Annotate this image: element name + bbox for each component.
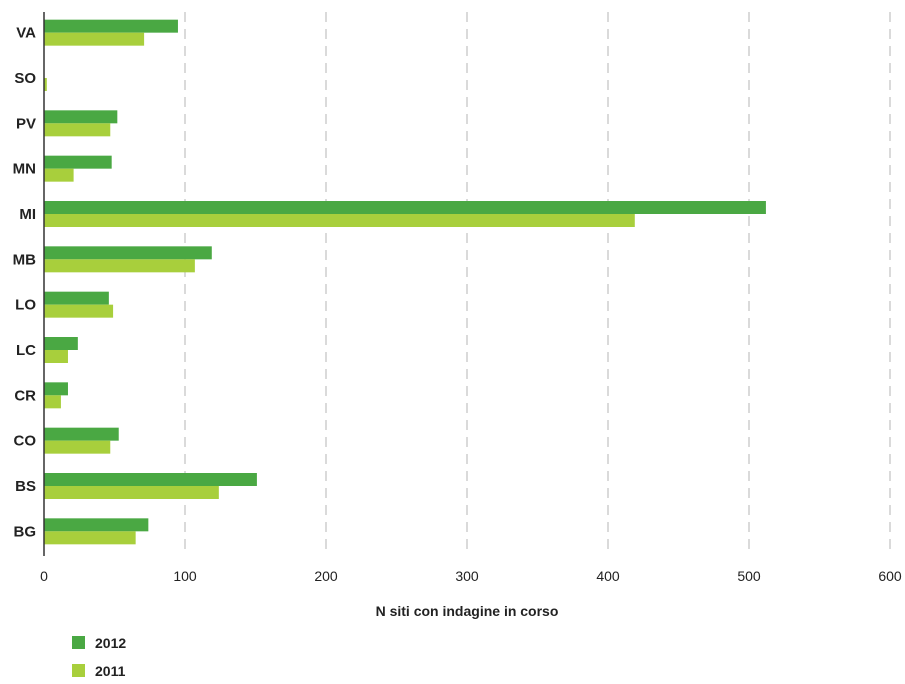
y-axis-categories: VA SO PV MN MI MB LO LC CR CO BS BG (13, 25, 37, 541)
category-label: BS (15, 478, 36, 495)
legend-swatch-2012 (72, 636, 85, 649)
x-tick-label: 200 (314, 568, 338, 584)
bar-2011-MN (44, 168, 74, 182)
bar-2012-PV (44, 110, 118, 124)
bar-2012-LC (44, 337, 78, 350)
legend: 2012 2011 (72, 635, 126, 679)
bar-2011-MI (44, 214, 635, 227)
bar-2012-CR (44, 382, 68, 396)
bar-2011-LO (44, 304, 114, 318)
legend-swatch-2011 (72, 664, 85, 677)
bar-2012-LO (44, 291, 109, 305)
bar-2011-LC (44, 350, 68, 363)
x-tick-label: 300 (455, 568, 479, 584)
category-label: MB (13, 251, 36, 268)
x-tick-label: 0 (40, 568, 48, 584)
category-label: MI (19, 206, 36, 223)
category-label: MN (13, 161, 36, 178)
x-tick-label: 500 (737, 568, 761, 584)
legend-label-2011: 2011 (95, 663, 126, 679)
category-label: VA (16, 25, 36, 42)
category-label: SO (14, 70, 36, 87)
bar-2011-SO (44, 78, 47, 91)
category-label: CO (14, 433, 37, 450)
bar-2012-CO (44, 427, 119, 441)
bar-2011-BS (44, 486, 219, 499)
bar-2011-MB (44, 259, 195, 273)
x-tick-label: 100 (173, 568, 197, 584)
category-label: LO (15, 297, 36, 314)
category-label: PV (16, 115, 36, 132)
x-tick-label: 400 (596, 568, 620, 584)
bar-2011-CR (44, 395, 61, 409)
bar-2011-CO (44, 440, 111, 454)
bars (44, 19, 766, 545)
x-axis-title: N siti con indagine in corso (376, 603, 559, 619)
category-label: CR (14, 387, 36, 404)
bar-2012-MB (44, 246, 212, 260)
bar-2011-BG (44, 531, 136, 545)
bar-2012-BS (44, 473, 257, 486)
category-label: BG (14, 523, 37, 540)
category-label: LC (16, 342, 36, 359)
bar-2012-VA (44, 19, 178, 33)
bar-2012-MN (44, 155, 112, 169)
bar-2012-BG (44, 518, 149, 532)
x-axis-ticks: 0 100 200 300 400 500 600 (40, 568, 902, 584)
bar-2012-MI (44, 201, 766, 214)
legend-label-2012: 2012 (95, 635, 126, 651)
grid-lines (184, 12, 891, 556)
x-tick-label: 600 (878, 568, 902, 584)
bar-2011-VA (44, 32, 145, 46)
bar-2011-PV (44, 123, 111, 137)
